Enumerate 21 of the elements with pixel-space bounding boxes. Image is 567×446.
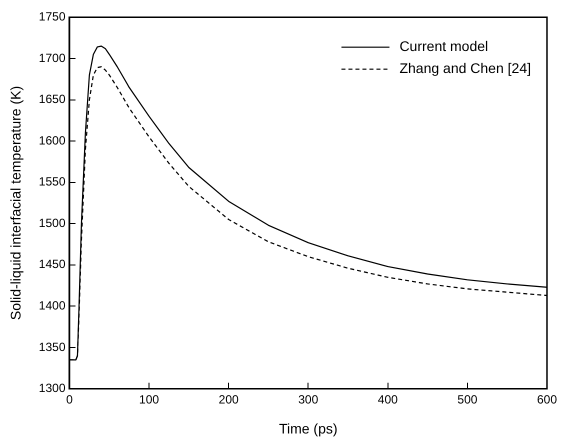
x-axis-title: Time (ps) bbox=[278, 420, 338, 436]
y-tick-label: 1750 bbox=[38, 10, 66, 24]
y-tick-label: 1500 bbox=[38, 216, 66, 230]
y-tick-label: 1450 bbox=[38, 257, 66, 272]
x-tick-label: 400 bbox=[378, 392, 398, 406]
y-tick-label: 1350 bbox=[38, 340, 66, 354]
y-tick-label: 1400 bbox=[38, 298, 66, 313]
y-tick-label: 1550 bbox=[38, 174, 66, 189]
x-tick-label: 500 bbox=[457, 392, 478, 406]
x-tick-label: 100 bbox=[139, 392, 160, 406]
x-tick-label: 600 bbox=[536, 392, 558, 406]
legend-label: Zhang and Chen [24] bbox=[399, 60, 531, 76]
y-tick-label: 1700 bbox=[38, 50, 66, 65]
y-tick-label: 1600 bbox=[38, 133, 66, 148]
y-tick-label: 1300 bbox=[38, 381, 66, 396]
legend-label: Current model bbox=[399, 38, 488, 54]
y-axis-title: Solid-liquid interfacial temperature (K) bbox=[7, 86, 24, 320]
x-tick-label: 300 bbox=[298, 392, 319, 406]
x-tick-label: 0 bbox=[66, 392, 74, 406]
y-tick-label: 1650 bbox=[38, 92, 66, 106]
x-tick-label: 200 bbox=[218, 392, 239, 406]
